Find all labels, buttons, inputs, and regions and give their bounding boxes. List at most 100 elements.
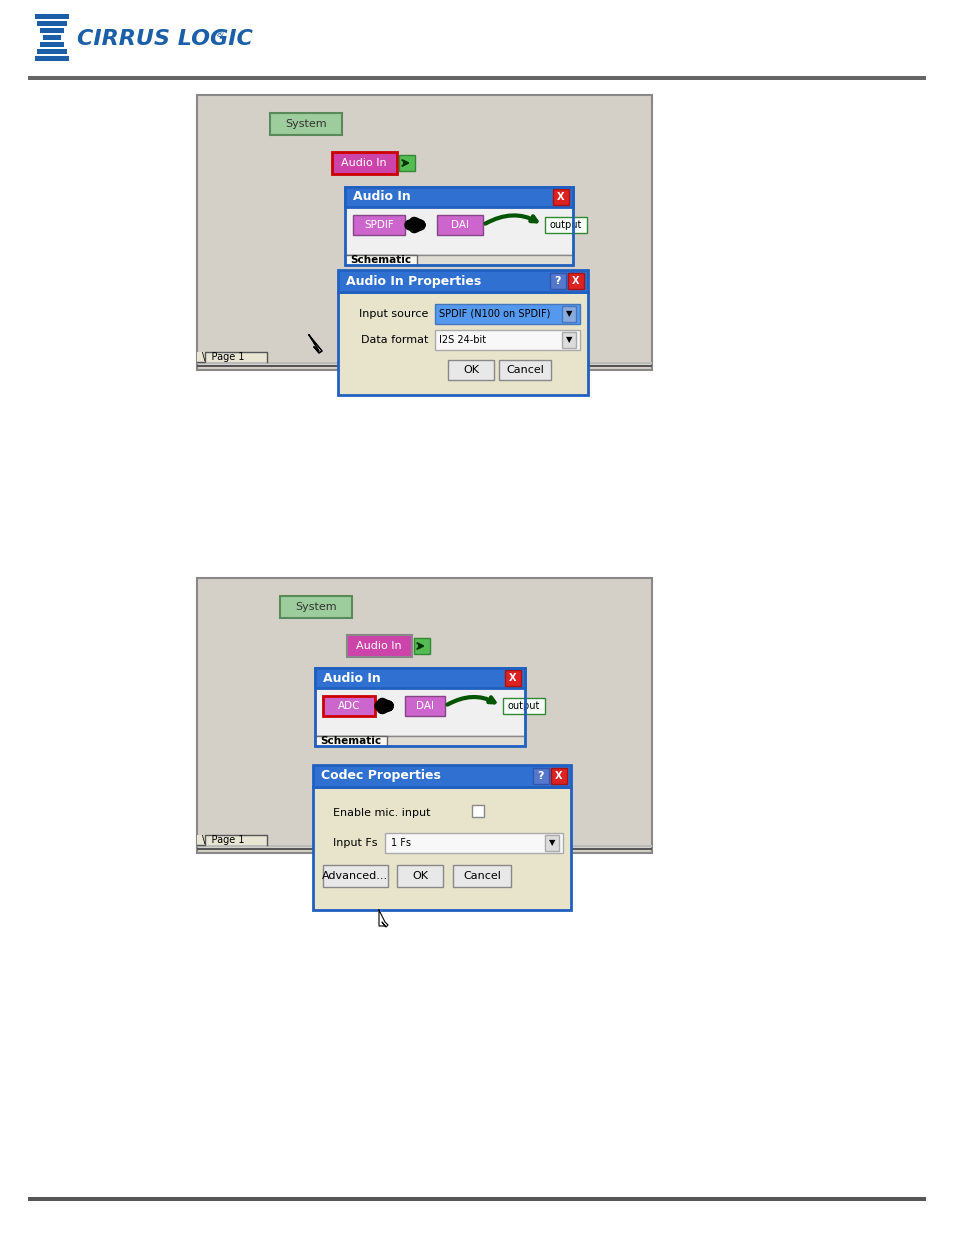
Text: Audio In: Audio In (323, 672, 380, 684)
Text: SPDIF (N100 on SPDIF): SPDIF (N100 on SPDIF) (438, 309, 550, 319)
Text: System: System (294, 601, 336, 613)
Text: DAI: DAI (451, 220, 469, 230)
Text: ▼: ▼ (548, 839, 555, 847)
Text: Data format: Data format (360, 335, 428, 345)
Bar (345, 207, 573, 254)
Bar (337, 270, 587, 291)
Bar (453, 864, 511, 887)
Bar (37, 21, 67, 26)
Text: ▼: ▼ (565, 310, 572, 319)
Text: Cancel: Cancel (462, 871, 500, 881)
Bar (28, 1197, 925, 1200)
Text: X: X (555, 771, 562, 781)
Bar (270, 112, 341, 135)
Bar (313, 787, 571, 910)
Text: Audio In: Audio In (355, 641, 401, 651)
Bar (448, 359, 494, 380)
Bar (550, 273, 565, 289)
Bar (398, 156, 415, 170)
Bar (553, 189, 568, 205)
Text: Audio In: Audio In (341, 158, 386, 168)
Text: Cancel: Cancel (505, 366, 543, 375)
Bar (405, 697, 444, 716)
Bar (323, 697, 375, 716)
Bar (314, 668, 524, 688)
Text: Codec Properties: Codec Properties (320, 769, 440, 783)
Bar (37, 49, 67, 54)
Bar (196, 848, 651, 850)
Text: Advanced...: Advanced... (321, 871, 388, 881)
Text: Enable mic. input: Enable mic. input (333, 808, 430, 818)
Text: OK: OK (412, 871, 428, 881)
Text: X: X (557, 191, 564, 203)
Bar (544, 835, 558, 851)
Bar (385, 832, 562, 853)
Bar (502, 698, 544, 714)
Bar (345, 186, 573, 266)
Bar (314, 736, 387, 746)
Bar (414, 638, 430, 655)
Bar (43, 35, 61, 40)
Bar (35, 56, 69, 61)
Text: output: output (507, 701, 539, 711)
Bar (314, 668, 524, 746)
Text: OK: OK (462, 366, 478, 375)
Text: Schematic: Schematic (320, 736, 381, 746)
Bar (40, 42, 64, 47)
Bar (345, 186, 573, 207)
Bar (561, 332, 576, 348)
Text: Schematic: Schematic (350, 254, 411, 266)
Text: \  Page 1: \ Page 1 (202, 352, 244, 362)
Text: X: X (572, 275, 579, 287)
Bar (345, 254, 573, 266)
Bar (567, 273, 583, 289)
Bar (337, 291, 587, 395)
Bar (314, 688, 524, 736)
Bar (353, 215, 405, 235)
Text: CIRRUS LOGIC: CIRRUS LOGIC (77, 28, 253, 49)
Bar (544, 217, 586, 233)
Bar (504, 671, 520, 685)
Text: \  Page 1: \ Page 1 (202, 835, 244, 845)
Polygon shape (309, 335, 322, 353)
Bar (533, 768, 548, 784)
Bar (314, 736, 524, 746)
Bar (472, 805, 483, 818)
Bar (196, 845, 651, 847)
Text: ▼: ▼ (565, 336, 572, 345)
Bar (435, 304, 579, 324)
Bar (561, 306, 576, 322)
Text: output: output (549, 220, 581, 230)
Text: System: System (285, 119, 327, 128)
Text: Audio In: Audio In (353, 190, 411, 204)
Bar (345, 254, 416, 266)
Bar (196, 362, 651, 364)
Bar (332, 152, 396, 174)
Bar (28, 77, 925, 80)
Bar (498, 359, 551, 380)
Text: SPDIF: SPDIF (364, 220, 394, 230)
Text: DAI: DAI (416, 701, 434, 711)
Bar (323, 864, 388, 887)
Text: Input Fs: Input Fs (333, 839, 377, 848)
Text: I2S 24-bit: I2S 24-bit (438, 335, 486, 345)
Bar (196, 352, 267, 362)
Bar (551, 768, 566, 784)
Bar (347, 635, 412, 657)
Bar (436, 215, 482, 235)
Bar (196, 578, 651, 853)
Text: ADC: ADC (337, 701, 360, 711)
Bar (196, 366, 651, 367)
Text: ®: ® (214, 28, 225, 40)
Bar (313, 764, 571, 787)
Text: X: X (509, 673, 517, 683)
Bar (196, 95, 651, 370)
Text: ?: ? (537, 771, 543, 781)
Polygon shape (378, 910, 388, 927)
Bar (40, 28, 64, 33)
Bar (435, 330, 579, 350)
Bar (196, 835, 267, 845)
Bar (35, 14, 69, 19)
Bar (396, 864, 442, 887)
Text: ?: ? (554, 275, 560, 287)
